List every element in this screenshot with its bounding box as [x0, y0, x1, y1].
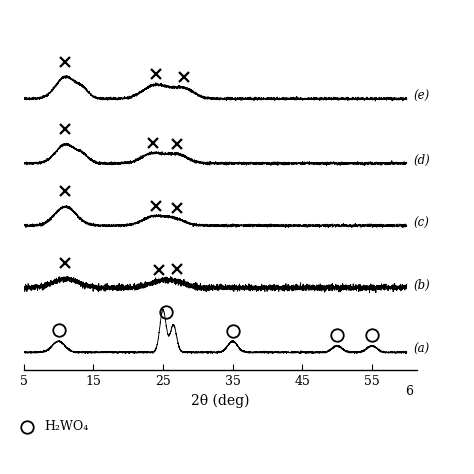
X-axis label: 2θ (deg): 2θ (deg)	[191, 393, 250, 408]
Text: (a): (a)	[414, 343, 430, 356]
Text: H₂WO₄: H₂WO₄	[45, 420, 89, 433]
Text: (e): (e)	[414, 90, 430, 103]
Text: (c): (c)	[414, 217, 429, 229]
Text: 6: 6	[405, 384, 413, 398]
Text: (d): (d)	[414, 155, 430, 167]
Text: (b): (b)	[414, 279, 430, 292]
